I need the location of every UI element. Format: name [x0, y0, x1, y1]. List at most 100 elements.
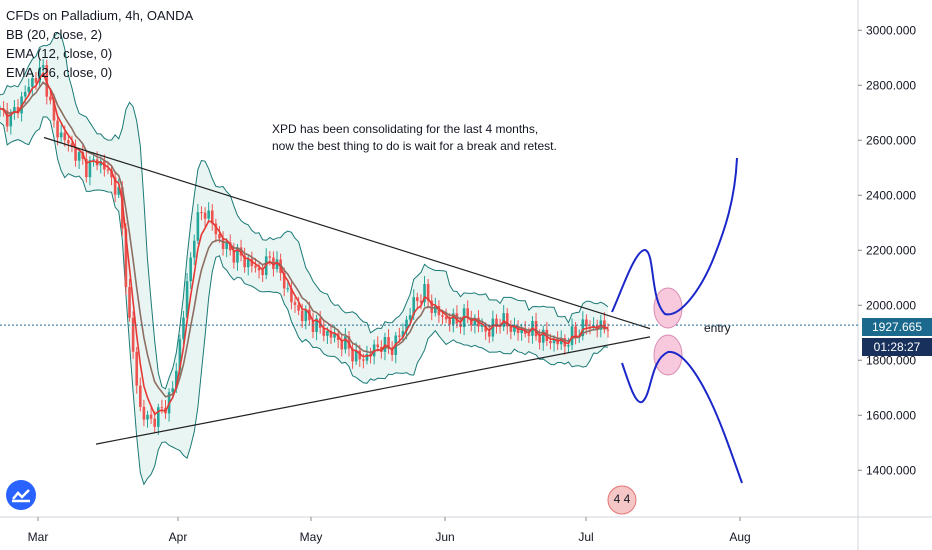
candle-body [207, 210, 210, 219]
annotation-line-2: now the best thing to do is wait for a b… [272, 139, 557, 153]
candle-body [552, 338, 556, 344]
candle-body [70, 143, 74, 147]
retest-circle-upper[interactable] [653, 287, 683, 329]
candle-body [376, 344, 380, 348]
candle-body [139, 385, 142, 407]
x-tick-label: Jun [435, 530, 454, 544]
candle-body [146, 414, 149, 420]
candle-body [236, 247, 239, 263]
indicator-ema-12[interactable]: EMA (12, close, 0) [6, 46, 113, 61]
candle-body [416, 297, 419, 301]
candle-body [495, 318, 498, 326]
countdown-tag: 01:28:27 [862, 338, 932, 356]
candle-body [243, 255, 246, 268]
candle-body [131, 317, 135, 352]
candle-body [153, 418, 156, 427]
candle-body [67, 140, 70, 144]
candle-body [423, 284, 426, 303]
candle-body [9, 113, 13, 127]
candle-body [290, 288, 293, 303]
y-tick-label: 1400.000 [866, 463, 916, 477]
tradingview-logo[interactable] [6, 480, 36, 510]
y-tick-label: 2200.000 [866, 243, 916, 257]
candle-body [581, 319, 585, 337]
candle-body [5, 110, 9, 127]
indicator-ema-26[interactable]: EMA (26, close, 0) [6, 65, 113, 80]
symbol-title[interactable]: CFDs on Palladium, 4h, OANDA [6, 8, 194, 23]
candle-body [117, 187, 121, 195]
candle-body [74, 146, 77, 161]
candle-body [257, 267, 261, 271]
candle-body [437, 306, 441, 316]
candle-body [329, 330, 333, 338]
candle-body [412, 297, 416, 316]
candle-body [398, 335, 401, 337]
triangle-upper-trendline[interactable] [43, 136, 651, 330]
candle-body [513, 325, 516, 332]
candle-body [466, 308, 469, 319]
candle-body [174, 370, 178, 389]
candle-body [297, 304, 300, 311]
candle-body [430, 300, 434, 313]
candle-body [185, 281, 189, 318]
chart-header: CFDs on Palladium, 4h, OANDA BB (20, clo… [6, 6, 193, 82]
candle-body [549, 341, 552, 344]
candle-body [354, 350, 358, 362]
candle-body [88, 160, 92, 178]
candle-body [293, 302, 297, 305]
bearish-projection-path[interactable] [621, 350, 743, 484]
candle-body [171, 388, 174, 393]
current-price-tag: 1927.665 [862, 318, 932, 336]
candle-body [538, 336, 541, 343]
candle-body [365, 354, 369, 361]
candle-body [304, 309, 308, 322]
candle-body [246, 258, 250, 268]
candle-body [16, 107, 20, 114]
candle-body [282, 273, 286, 289]
candle-body [390, 348, 394, 355]
candle-body [473, 317, 477, 326]
candle-body [426, 284, 430, 301]
candle-body [113, 177, 117, 195]
candle-body [99, 160, 103, 166]
candle-body [214, 223, 218, 235]
candle-body [110, 170, 113, 178]
y-tick-label: 2000.000 [866, 298, 916, 312]
y-tick-label: 3000.000 [866, 23, 916, 37]
candle-body [405, 319, 408, 332]
bollinger-lower-line [0, 116, 609, 486]
x-tick-label: Jul [578, 530, 593, 544]
candle-body [128, 287, 131, 318]
candle-body [484, 326, 487, 332]
entry-label: entry [704, 321, 731, 335]
candle-body [351, 348, 354, 362]
retest-circle-lower[interactable] [653, 334, 683, 376]
annotation-line-1: XPD has been consolidating for the last … [272, 122, 538, 136]
candle-body [106, 169, 110, 171]
event-badge[interactable] [607, 485, 637, 515]
candle-body [502, 313, 505, 327]
candle-body [210, 210, 214, 224]
candle-body [434, 306, 437, 313]
triangle-lower-trendline[interactable] [95, 336, 651, 445]
candle-body [228, 242, 232, 251]
candle-body [344, 336, 347, 350]
candle-body [408, 315, 412, 320]
bullish-projection-path[interactable] [611, 157, 738, 316]
candle-body [34, 78, 38, 83]
candle-body [254, 266, 257, 268]
candle-body [149, 414, 153, 419]
candle-body [588, 326, 592, 328]
candle-body [23, 91, 27, 97]
candle-body [444, 316, 448, 320]
x-tick-label: Aug [729, 530, 750, 544]
candle-body [13, 107, 16, 114]
y-tick-label: 1800.000 [866, 353, 916, 367]
countdown-value: 01:28:27 [873, 340, 921, 354]
candle-body [491, 318, 495, 337]
candle-body [196, 212, 200, 241]
indicator-bb[interactable]: BB (20, close, 2) [6, 27, 103, 42]
candle-body [182, 317, 185, 340]
candle-body [333, 333, 336, 338]
